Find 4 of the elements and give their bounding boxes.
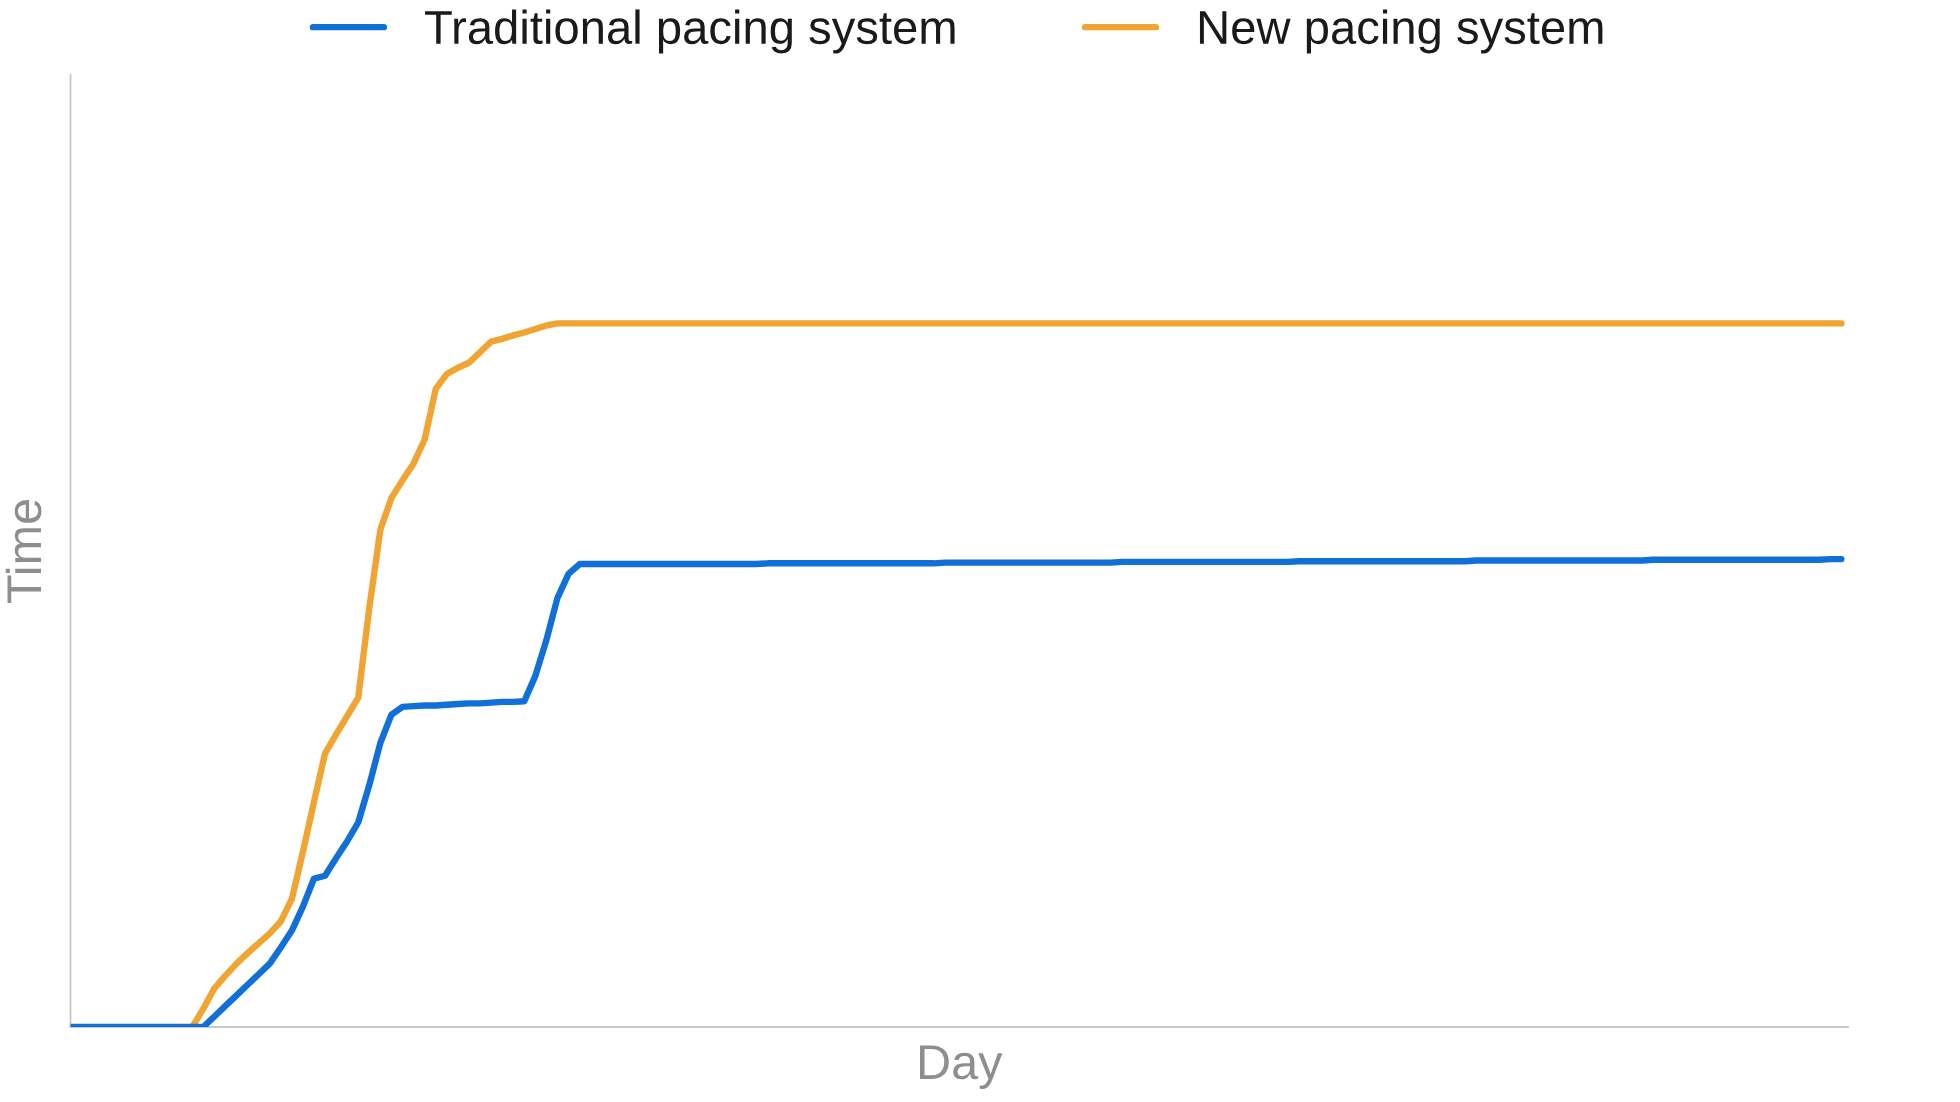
y-axis-title: Time	[5, 500, 42, 603]
legend-label: New pacing system	[1199, 9, 1603, 54]
x-axis-title: Day	[920, 1045, 1003, 1089]
legend-label: Traditional pacing system	[425, 9, 955, 54]
